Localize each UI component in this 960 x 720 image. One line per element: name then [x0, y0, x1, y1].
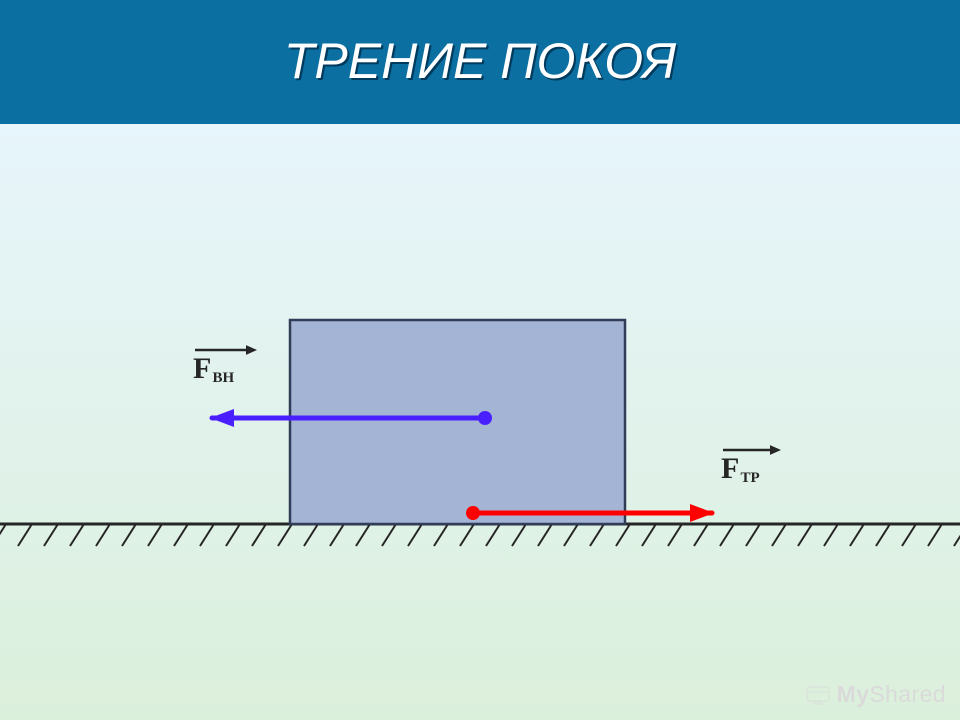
svg-text:ВН: ВН	[213, 370, 235, 386]
svg-text:F: F	[721, 452, 739, 485]
watermark-icon	[805, 684, 831, 706]
svg-text:ТР: ТР	[741, 470, 760, 486]
watermark-bold: My	[837, 681, 870, 707]
svg-text:F: F	[193, 352, 211, 385]
physics-diagram: FВНFТР	[0, 0, 960, 720]
watermark-light: Shared	[869, 681, 946, 707]
watermark: MyShared	[805, 681, 946, 708]
